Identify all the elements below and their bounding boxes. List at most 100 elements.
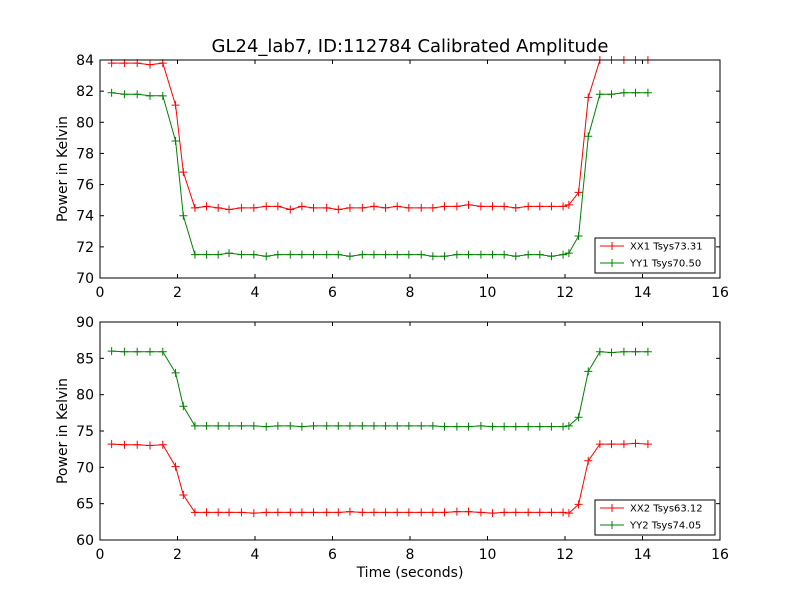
data-point-yy2 [381,421,390,430]
data-point-yy2 [524,422,533,431]
data-point-yy2 [262,422,271,431]
data-point-yy1 [595,90,604,99]
data-point-yy1 [202,250,211,259]
bottom-subplot: Power in Kelvin Time (seconds) 0 2 4 6 8 10 12… [55,315,729,581]
x-tick-label: 14 [634,547,652,563]
data-point-yy1 [190,250,199,259]
series-yy2 [107,347,652,431]
data-point-xx2 [381,508,390,517]
data-point-yy1 [237,250,246,259]
data-point-xx1 [358,203,367,212]
legend-marker-yy2 [608,521,616,529]
data-point-yy2 [334,421,343,430]
data-point-yy2 [417,421,426,430]
data-point-xx2 [202,508,211,517]
data-point-xx1 [145,60,154,69]
data-point-xx1 [202,202,211,211]
x-tick-label: 4 [251,547,260,563]
data-point-yy1 [171,136,180,145]
data-point-xx2 [225,508,234,517]
data-point-yy2 [249,421,258,430]
data-point-xx2 [158,440,167,449]
data-point-yy1 [322,250,331,259]
data-point-yy1 [107,88,116,97]
data-point-yy2 [643,347,652,356]
data-point-yy2 [535,422,544,431]
data-point-xx1 [334,205,343,214]
data-point-xx1 [547,202,556,211]
data-point-yy2 [559,422,568,431]
data-point-yy2 [584,367,593,376]
data-point-yy1 [225,249,234,258]
data-point-yy2 [322,421,331,430]
data-point-yy1 [524,250,533,259]
data-point-xx1 [452,202,461,211]
top-legend: XX1 Tsys73.31 YY1 Tsys70.50 [594,237,716,274]
data-point-xx1 [309,203,318,212]
data-point-yy2 [133,347,142,356]
data-point-xx2 [369,508,378,517]
data-point-yy2 [202,421,211,430]
data-point-xx1 [535,202,544,211]
series-xx2 [107,439,652,518]
data-point-xx1 [511,203,520,212]
data-point-yy1 [297,250,306,259]
legend-label-yy1: YY1 Tsys70.50 [629,259,701,270]
y-tick-label: 85 [76,351,94,367]
data-point-xx1 [564,200,573,209]
data-point-yy2 [107,347,116,356]
y-tick-label: 74 [76,209,94,225]
data-point-xx1 [488,202,497,211]
data-point-xx2 [358,508,367,517]
data-point-xx2 [262,508,271,517]
bottom-plot-frame [99,321,721,541]
data-point-xx2 [345,507,354,516]
bottom-legend-box [594,499,716,536]
data-point-yy1 [179,211,188,220]
data-point-xx2 [511,508,520,517]
data-point-xx1 [404,203,413,212]
data-point-xx2 [286,508,295,517]
legend-marker-xx2 [608,504,616,512]
data-point-xx2 [273,508,282,517]
data-point-xx2 [417,508,426,517]
y-tick-label: 76 [76,178,94,194]
data-point-yy1 [464,250,473,259]
data-point-xx1 [574,188,583,197]
data-point-xx1 [249,203,258,212]
data-point-yy2 [345,421,354,430]
data-point-yy1 [273,250,282,259]
data-point-xx1 [171,101,180,110]
top-subplot: GL24_lab7, ID:112784 Calibrated Amplitud… [55,36,729,301]
top-y-axis-label: Power in Kelvin [55,116,71,222]
x-tick-label: 10 [479,285,497,301]
data-point-xx1 [476,202,485,211]
data-point-yy1 [559,250,568,259]
data-point-yy1 [619,88,628,97]
data-point-yy2 [404,421,413,430]
data-point-xx2 [120,440,129,449]
data-point-xx2 [524,508,533,517]
bottom-legend-entry-yy2: YY2 Tsys74.05 [600,521,701,532]
x-tick-label: 12 [556,285,574,301]
data-point-yy2 [500,422,509,431]
data-point-xx1 [381,203,390,212]
data-point-yy1 [476,250,485,259]
data-point-xx2 [145,441,154,450]
data-point-yy2 [369,421,378,430]
data-point-xx1 [322,203,331,212]
data-point-xx2 [595,440,604,449]
data-point-xx1 [190,203,199,212]
data-point-xx1 [500,202,509,211]
data-point-yy2 [393,421,402,430]
data-point-xx2 [547,508,556,517]
legend-marker-xx1 [608,242,616,250]
data-point-yy2 [464,422,473,431]
data-point-yy2 [574,413,583,422]
data-point-xx2 [428,508,437,517]
data-point-xx2 [133,440,142,449]
data-point-yy1 [631,88,640,97]
data-point-yy1 [535,250,544,259]
x-tick-label: 0 [96,285,105,301]
